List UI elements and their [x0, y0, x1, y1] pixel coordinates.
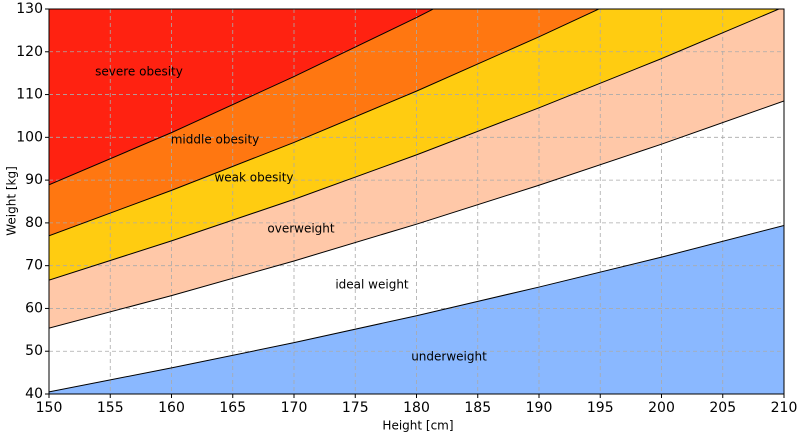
boundary-line	[49, 9, 781, 281]
boundary-line	[49, 9, 601, 237]
x-tick-label: 195	[587, 400, 614, 416]
x-tick-label: 205	[709, 400, 736, 416]
x-tick-label: 180	[403, 400, 430, 416]
band-label: severe obesity	[95, 65, 183, 79]
plot	[49, 9, 784, 394]
y-tick-label: 70	[25, 258, 43, 274]
x-tick-label: 185	[464, 400, 491, 416]
y-tick-label: 60	[25, 300, 43, 316]
x-tick-label: 200	[648, 400, 675, 416]
y-tick-label: 90	[25, 172, 43, 188]
y-tick-label: 50	[25, 343, 43, 359]
x-tick-label: 160	[158, 400, 185, 416]
x-axis-label: Height [cm]	[382, 419, 453, 433]
band-label: overweight	[267, 222, 335, 236]
band-area	[49, 225, 784, 394]
x-tick-label: 175	[342, 400, 369, 416]
band-label: ideal weight	[335, 278, 409, 292]
y-axis-label: Weight [kg]	[5, 166, 19, 236]
x-tick-label: 150	[36, 400, 63, 416]
x-tick-label: 170	[281, 400, 308, 416]
band-label: weak obesity	[214, 171, 293, 185]
boundary-line	[49, 224, 784, 393]
x-tick-label: 210	[771, 400, 798, 416]
boundary-line	[49, 100, 784, 329]
band-label: underweight	[411, 350, 487, 364]
y-tick-label: 120	[16, 44, 43, 60]
x-tick-label: 190	[526, 400, 553, 416]
x-tick-label: 165	[219, 400, 246, 416]
x-tick-label: 155	[97, 400, 124, 416]
boundary-line	[49, 9, 435, 186]
band-label: middle obesity	[171, 133, 260, 147]
y-tick-label: 80	[25, 215, 43, 231]
y-tick-label: 110	[16, 87, 43, 103]
y-tick-label: 100	[16, 129, 43, 145]
y-tick-label: 40	[25, 386, 43, 402]
y-tick-label: 130	[16, 1, 43, 17]
